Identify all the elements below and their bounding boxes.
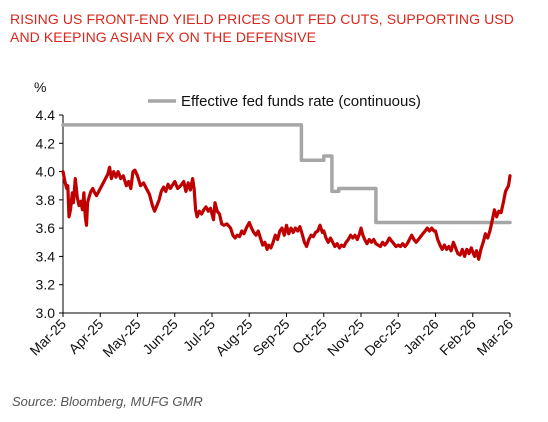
x-tick-label: Feb-26: [436, 316, 479, 359]
y-tick-label: 4.0: [36, 164, 56, 180]
y-tick-label: 4.2: [36, 135, 56, 151]
x-tick-label: Dec-25: [361, 316, 404, 359]
x-tick-label: Jan-26: [400, 316, 442, 358]
y-axis-unit-label: %: [34, 79, 46, 95]
x-tick-label: Sep-25: [249, 316, 292, 359]
chart-title: RISING US FRONT-END YIELD PRICES OUT FED…: [10, 11, 514, 45]
x-tick-label: Mar-26: [473, 316, 516, 359]
plot-area: 3.03.23.43.63.84.04.24.4Mar-25Apr-25May-…: [26, 107, 516, 360]
y-tick-label: 3.8: [36, 192, 56, 208]
x-tick-label: Mar-25: [26, 316, 69, 359]
series-line-fed-funds: [61, 123, 512, 225]
x-tick-label: Nov-25: [324, 316, 367, 359]
x-tick-label: Aug-25: [212, 316, 255, 359]
legend-label-fed-funds: Effective fed funds rate (continuous): [181, 93, 421, 110]
y-tick-label: 4.4: [36, 107, 56, 123]
x-tick-label: Oct-25: [289, 316, 330, 357]
y-tick-label: 3.6: [36, 220, 56, 236]
y-tick-label: 3.2: [36, 277, 56, 293]
series-line-yield: [61, 165, 512, 261]
y-tick-label: 3.0: [36, 305, 56, 321]
legend: Effective fed funds rate (continuous): [148, 93, 421, 110]
y-tick-label: 3.4: [36, 248, 56, 264]
x-tick-label: May-25: [99, 316, 143, 360]
source-note: Source: Bloomberg, MUFG GMR: [12, 394, 203, 409]
x-tick-label: Jun-25: [139, 316, 181, 358]
